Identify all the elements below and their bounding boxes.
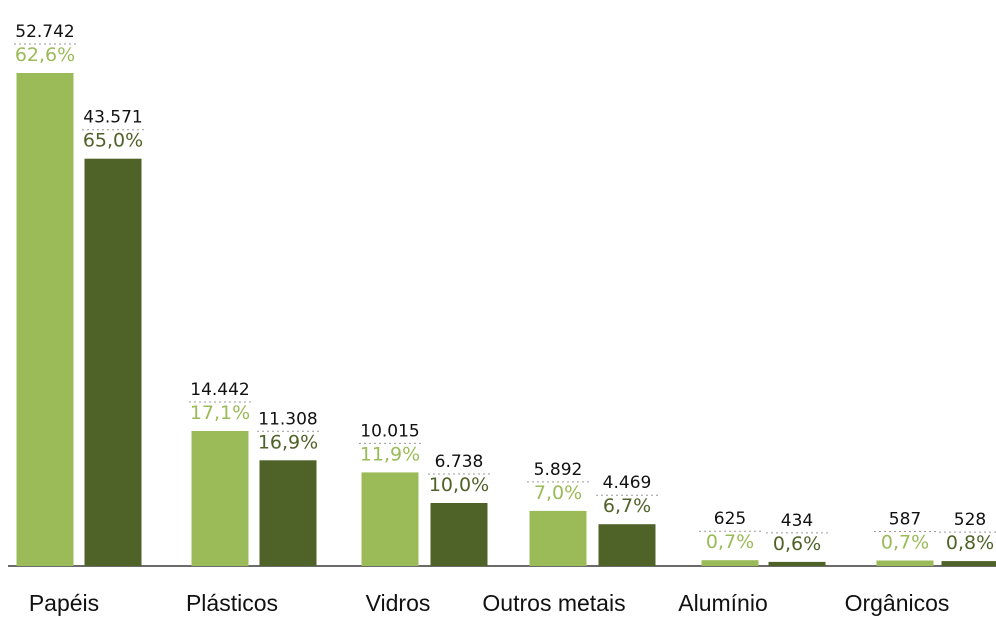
pct-label: 0,6% [773, 533, 821, 555]
chart-marks: 62,6%52.742 17,1%14.442 11,9%10.015 7,0%5.8… [14, 22, 996, 616]
value-label: 14.442 [190, 380, 249, 400]
value-label: 587 [889, 510, 921, 530]
pct-label: 11,9% [360, 443, 420, 465]
pct-label: 62,6% [15, 44, 75, 66]
value-label: 4.469 [603, 473, 652, 493]
value-label: 52.742 [15, 22, 74, 42]
bar-s1-5 [876, 560, 934, 566]
bar-s2-3 [598, 524, 656, 566]
category-label: Papéis [29, 590, 99, 616]
category-label: Alumínio [678, 590, 767, 616]
value-label: 11.308 [258, 409, 317, 429]
pct-label: 17,1% [190, 402, 250, 424]
pct-label: 6,7% [603, 495, 651, 517]
bar-s1-0 [16, 73, 74, 566]
value-label: 528 [954, 510, 986, 530]
bar-s1-2 [361, 472, 419, 566]
bar-s2-0 [84, 158, 142, 566]
pct-label: 10,0% [429, 474, 489, 496]
value-label: 10.015 [360, 421, 419, 441]
category-label: Vidros [366, 590, 431, 616]
value-label: 43.571 [83, 108, 142, 128]
pct-label: 0,7% [881, 532, 929, 554]
bar-s2-4 [768, 561, 826, 566]
pct-label: 0,8% [946, 532, 994, 554]
value-label: 625 [714, 509, 746, 529]
category-label: Plásticos [186, 590, 278, 616]
bar-s2-1 [259, 460, 317, 566]
bar-s2-2 [430, 503, 488, 566]
pct-label: 65,0% [83, 130, 143, 152]
value-label: 434 [781, 511, 813, 531]
bar-s1-4 [701, 560, 759, 566]
value-label: 6.738 [435, 452, 484, 472]
pct-label: 0,7% [706, 531, 754, 553]
pct-label: 16,9% [258, 431, 318, 453]
bar-s1-1 [191, 431, 249, 566]
category-label: Orgânicos [845, 590, 950, 616]
value-label: 5.892 [534, 460, 583, 480]
pct-label: 7,0% [534, 482, 582, 504]
bar-s2-5 [941, 561, 996, 566]
bar-s1-3 [529, 510, 587, 566]
category-label: Outros metais [482, 590, 625, 616]
